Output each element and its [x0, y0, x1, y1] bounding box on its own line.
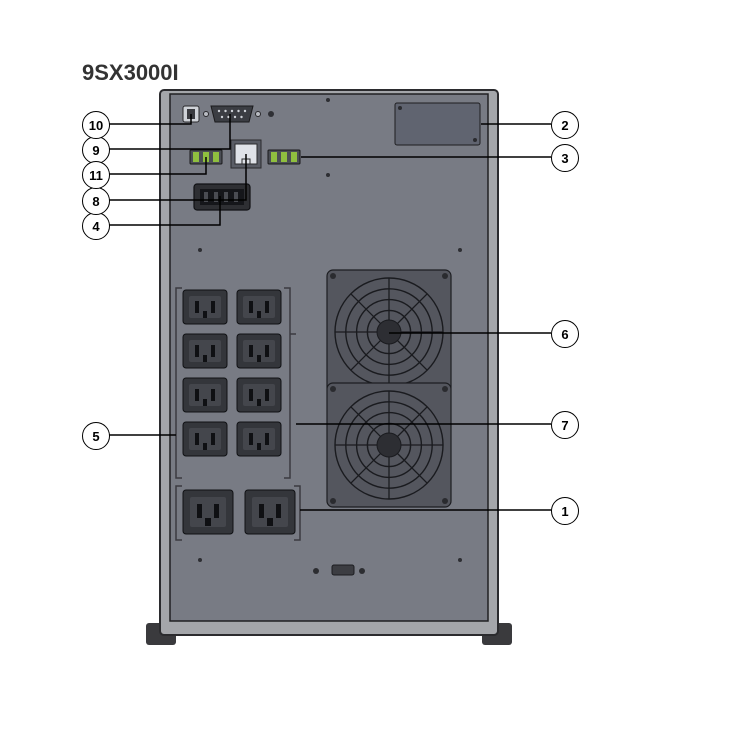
- callout-6: 6: [551, 320, 579, 348]
- callout-1: 1: [551, 497, 579, 525]
- callout-5: 5: [82, 422, 110, 450]
- model-title: 9SX3000I: [82, 60, 179, 86]
- callout-9: 9: [82, 136, 110, 164]
- callout-10: 10: [82, 111, 110, 139]
- rear-panel-diagram: [0, 0, 750, 750]
- callout-11: 11: [82, 161, 110, 189]
- callout-7: 7: [551, 411, 579, 439]
- callout-2: 2: [551, 111, 579, 139]
- callout-4: 4: [82, 212, 110, 240]
- callout-3: 3: [551, 144, 579, 172]
- callout-8: 8: [82, 187, 110, 215]
